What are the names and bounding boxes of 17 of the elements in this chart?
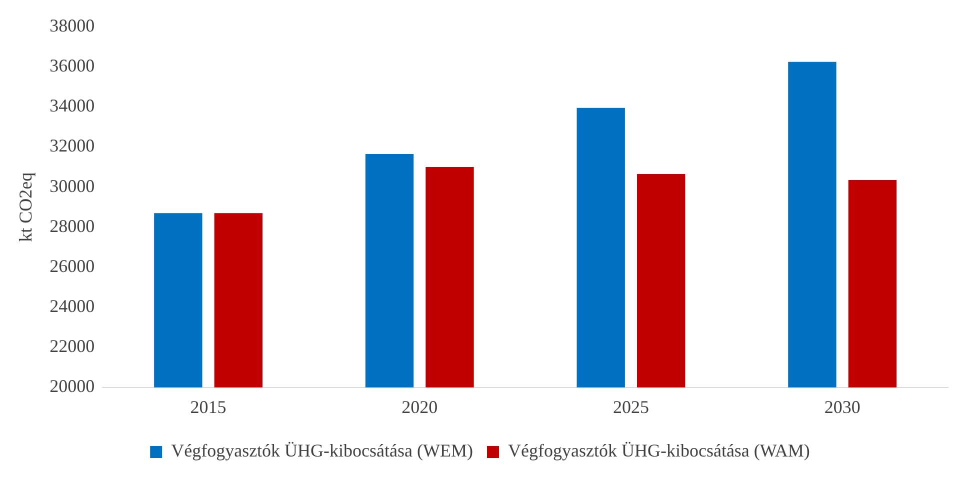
y-tick-label: 26000 — [50, 256, 95, 276]
x-tick-label: 2020 — [402, 396, 438, 417]
y-tick-label: 32000 — [50, 136, 95, 156]
y-axis-title: kt CO2eq — [16, 172, 36, 242]
y-tick-label: 38000 — [50, 16, 95, 36]
y-tick-label: 28000 — [50, 216, 95, 236]
y-tick-label: 22000 — [50, 336, 95, 356]
y-tick-label: 36000 — [50, 56, 95, 76]
legend-label: Végfogyasztók ÜHG-kibocsátása (WEM) — [171, 440, 473, 461]
y-tick-label: 20000 — [50, 376, 95, 396]
legend-label: Végfogyasztók ÜHG-kibocsátása (WAM) — [508, 440, 810, 461]
y-tick-label: 30000 — [50, 176, 95, 196]
x-tick-label: 2030 — [824, 396, 860, 417]
y-tick-label: 24000 — [50, 296, 95, 316]
x-tick-label: 2025 — [612, 396, 649, 417]
x-tick-label: 2015 — [190, 396, 226, 417]
y-tick-label: 34000 — [50, 96, 95, 116]
